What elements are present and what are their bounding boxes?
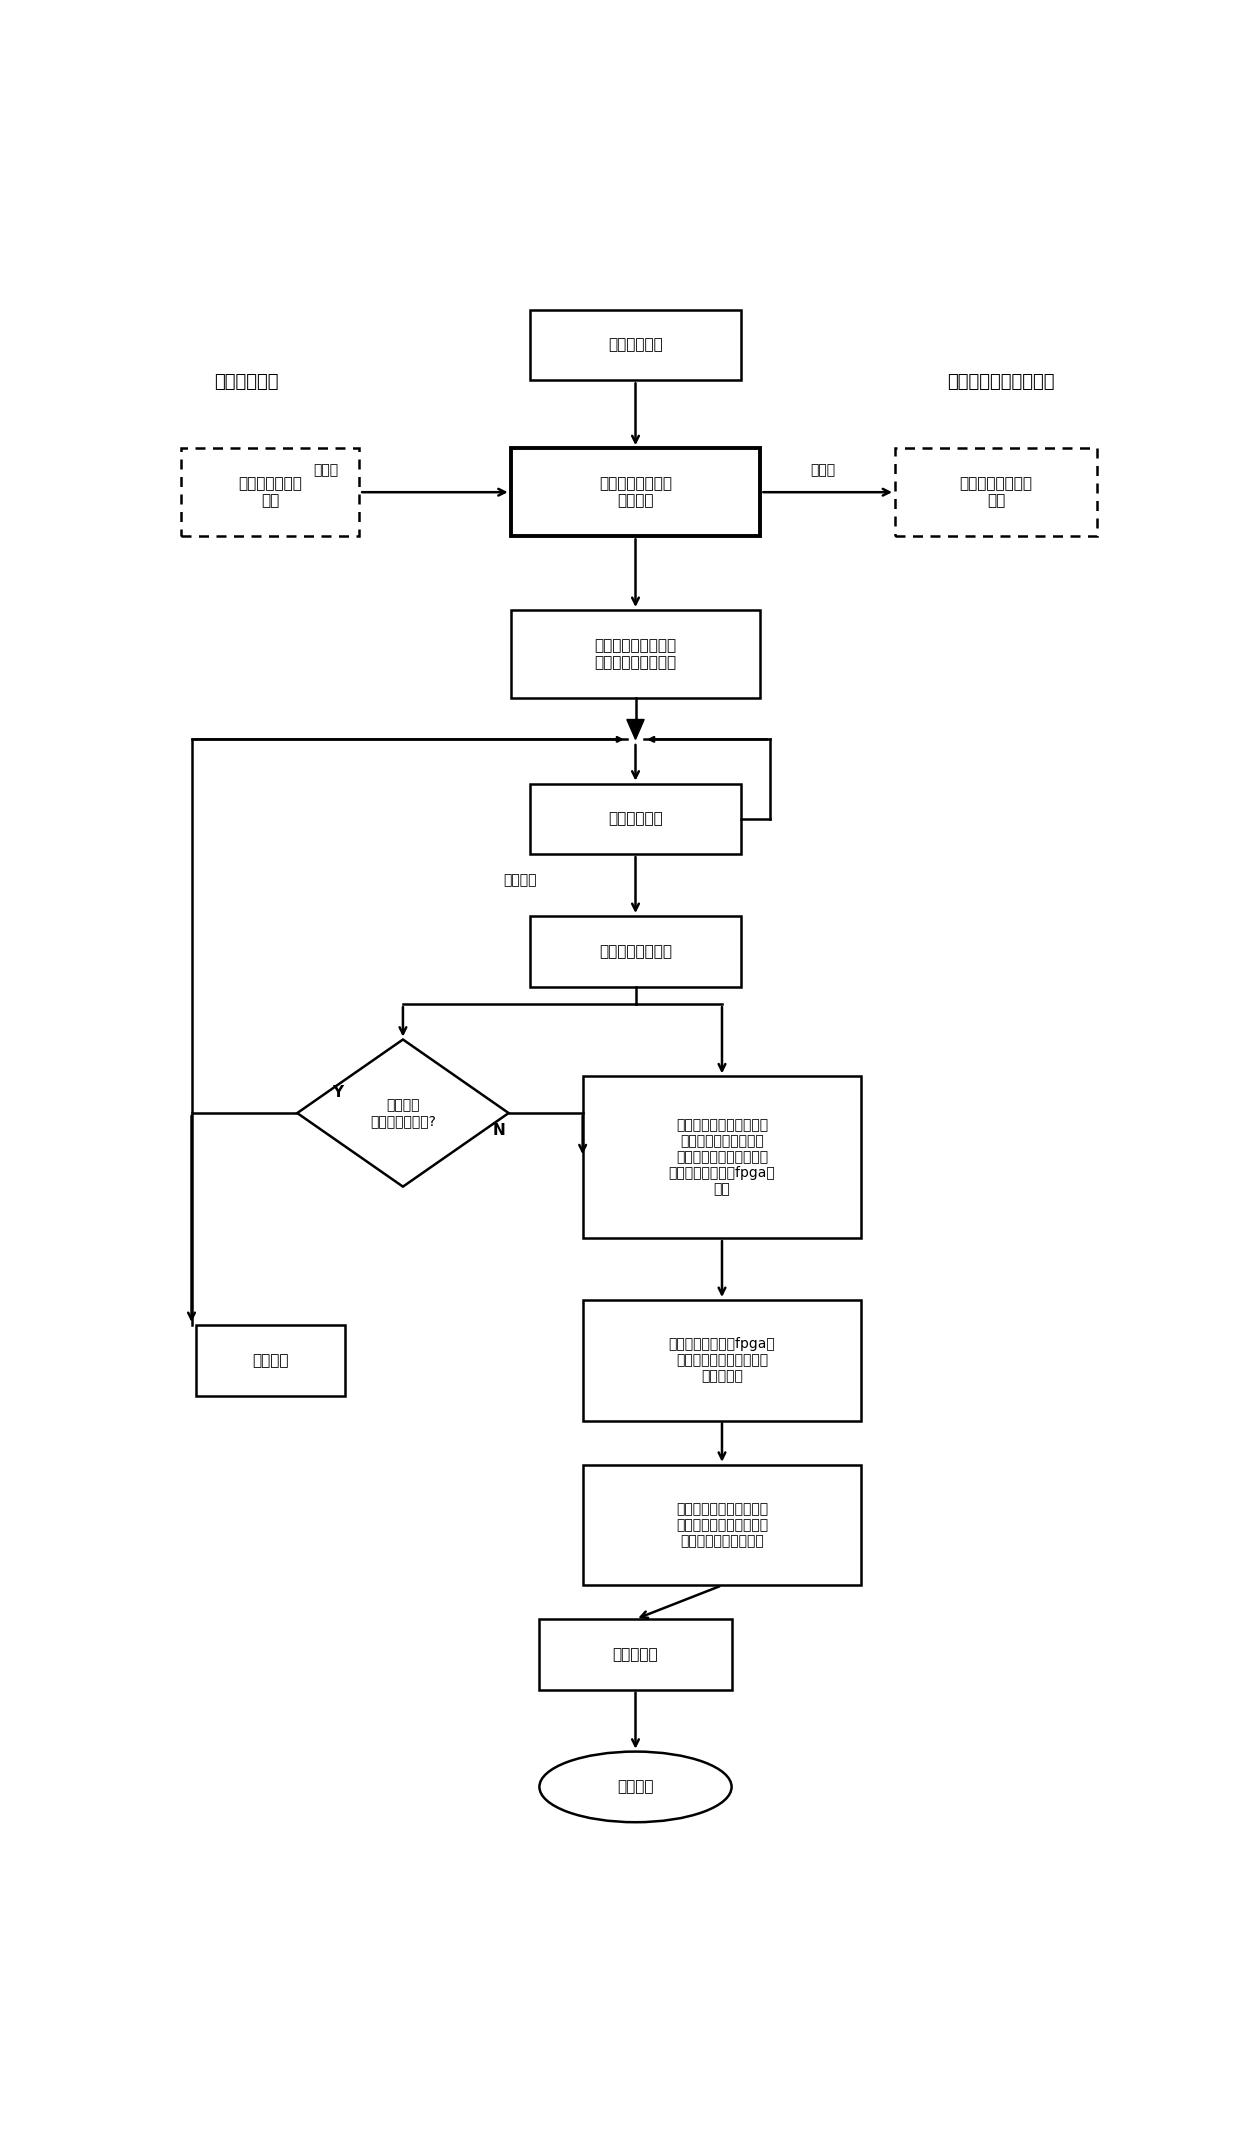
FancyBboxPatch shape [529,783,742,854]
Text: Y: Y [332,1085,343,1100]
FancyBboxPatch shape [583,1076,862,1239]
Text: 进入跟踪功能状态: 进入跟踪功能状态 [599,944,672,959]
Text: 外中断: 外中断 [314,462,339,477]
Text: 等待跟踪指令: 等待跟踪指令 [608,811,663,826]
FancyBboxPatch shape [511,610,760,698]
Polygon shape [298,1040,508,1186]
FancyBboxPatch shape [511,447,760,537]
FancyBboxPatch shape [583,1464,862,1586]
FancyBboxPatch shape [529,916,742,987]
Text: 得到脱靶量: 得到脱靶量 [613,1648,658,1663]
Text: 行中断: 行中断 [810,462,836,477]
Text: 响应地面站控制
命令: 响应地面站控制 命令 [238,475,303,509]
Text: 使能信息处理模块
中断向量: 使能信息处理模块 中断向量 [599,475,672,509]
Text: 退出跟踪
或目标跟踪丢失?: 退出跟踪 或目标跟踪丢失? [370,1098,436,1128]
Polygon shape [627,719,644,738]
Text: 根据图像画面切换模块判
断图像数据信息读取地
址，从缓存模块读取相应
图像数据帧，存入fpga模
块中: 根据图像画面切换模块判 断图像数据信息读取地 址，从缓存模块读取相应 图像数据帧… [668,1117,775,1196]
Text: 数据同步存储缓存模
块，并发送给地面站: 数据同步存储缓存模 块，并发送给地面站 [594,638,677,670]
Text: 平台系统上电: 平台系统上电 [608,338,663,353]
FancyBboxPatch shape [181,447,360,537]
FancyBboxPatch shape [895,447,1096,537]
FancyBboxPatch shape [583,1299,862,1421]
FancyBboxPatch shape [529,310,742,381]
Text: 根据相应图像跟踪算法，
读取图像信息中的相应变
量，进行跟踪算法操作: 根据相应图像跟踪算法， 读取图像信息中的相应变 量，进行跟踪算法操作 [676,1502,768,1547]
Text: 外部通信模块: 外部通信模块 [215,372,279,392]
Text: 断电退出: 断电退出 [618,1778,653,1795]
FancyBboxPatch shape [539,1620,732,1691]
Text: 外部数据采集模块模块: 外部数据采集模块模块 [947,372,1054,392]
Text: N: N [492,1124,506,1138]
Text: 目标跟踪: 目标跟踪 [252,1352,289,1367]
Text: 图像数据实时循环
采集: 图像数据实时循环 采集 [960,475,1033,509]
Ellipse shape [539,1751,732,1823]
FancyBboxPatch shape [196,1325,345,1395]
Text: 跟踪命令: 跟踪命令 [503,873,537,888]
Text: 信息处理模块读取fpga中
的图像数据信息进行图像
数据帧处理: 信息处理模块读取fpga中 的图像数据信息进行图像 数据帧处理 [668,1338,775,1382]
